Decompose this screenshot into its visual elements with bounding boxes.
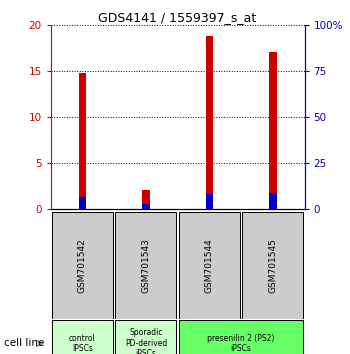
Text: Sporadic
PD-derived
iPSCs: Sporadic PD-derived iPSCs — [125, 329, 167, 354]
Bar — [79, 198, 86, 209]
Text: GSM701545: GSM701545 — [268, 238, 277, 293]
Bar — [269, 52, 277, 209]
Bar — [179, 212, 240, 319]
Text: cell line: cell line — [4, 338, 44, 348]
Bar — [116, 320, 176, 354]
Bar — [179, 320, 303, 354]
Bar — [205, 194, 213, 209]
Bar — [242, 212, 303, 319]
Bar — [205, 36, 213, 209]
Bar — [142, 190, 150, 209]
Text: presenilin 2 (PS2)
iPSCs: presenilin 2 (PS2) iPSCs — [207, 334, 275, 353]
Bar — [79, 73, 86, 209]
Text: control
IPSCs: control IPSCs — [69, 334, 96, 353]
Text: GSM701542: GSM701542 — [78, 238, 87, 293]
Bar — [269, 193, 277, 209]
Title: GDS4141 / 1559397_s_at: GDS4141 / 1559397_s_at — [98, 11, 257, 24]
Text: GSM701543: GSM701543 — [141, 238, 150, 293]
Text: GSM701544: GSM701544 — [205, 238, 214, 293]
Bar — [142, 205, 150, 209]
Bar — [52, 320, 113, 354]
Bar — [52, 212, 113, 319]
Bar — [116, 212, 176, 319]
